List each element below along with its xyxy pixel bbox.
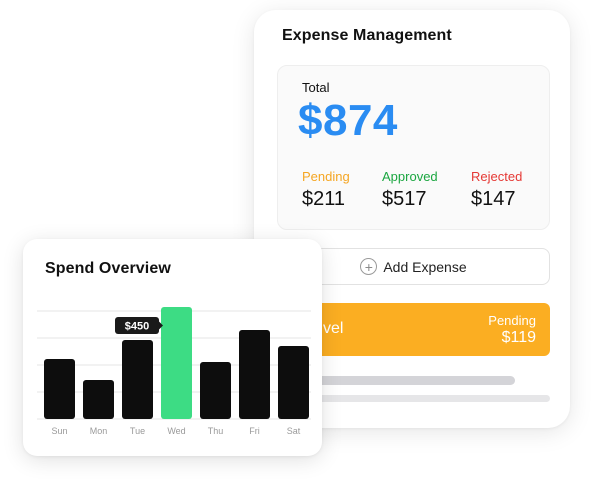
expense-card-title: Expense Management <box>282 27 452 44</box>
approved-label: Approved <box>382 169 438 184</box>
expense-management-card: Expense Management Total $874 Pending $2… <box>254 10 570 428</box>
x-tick-label: Wed <box>167 426 185 436</box>
pending-stat: Pending $211 <box>302 169 350 211</box>
x-tick-label: Tue <box>130 426 145 436</box>
pending-bar-amount: $119 <box>501 329 536 346</box>
bar-wed <box>161 307 192 419</box>
pending-bar-tag: Pending <box>488 313 536 328</box>
bar-sat <box>278 346 309 419</box>
bar-tue <box>122 340 153 419</box>
add-expense-label: Add Expense <box>383 258 467 275</box>
spend-bar-chart: Sun Mon Tue Wed Thu Fri Sat $450 <box>37 307 311 436</box>
spend-card-title: Spend Overview <box>45 260 171 277</box>
rejected-label: Rejected <box>471 169 523 184</box>
x-tick-label: Mon <box>90 426 108 436</box>
skeleton-line <box>277 395 550 402</box>
x-tick-label: Sun <box>51 426 67 436</box>
expense-summary: Total $874 Pending $211 Approved $517 Re… <box>277 65 550 230</box>
bar-sun <box>44 359 75 419</box>
rejected-stat: Rejected $147 <box>471 169 522 211</box>
approved-value: $517 <box>382 188 427 210</box>
bar-mon <box>83 380 114 419</box>
pending-level-banner[interactable]: vel Pending $119 <box>277 303 550 356</box>
spend-overview-card: Spend Overview Sun Mon Tue Wed Thu Fri Sat $450 <box>23 239 322 456</box>
pending-bar-label: vel <box>323 320 344 337</box>
tooltip-box <box>115 317 159 334</box>
add-expense-button[interactable]: + Add Expense <box>277 248 550 285</box>
plus-circle-icon: + <box>360 258 378 275</box>
x-tick-label: Sat <box>287 426 301 436</box>
skeleton-line <box>277 376 515 385</box>
pending-value: $211 <box>302 188 346 210</box>
x-tick-label: Fri <box>249 426 260 436</box>
tooltip-value: $450 <box>125 321 149 333</box>
x-tick-label: Thu <box>208 426 224 436</box>
approved-stat: Approved $517 <box>382 169 438 211</box>
total-label: Total <box>302 80 330 95</box>
bar-thu <box>200 362 231 419</box>
pending-label: Pending <box>302 169 350 184</box>
rejected-value: $147 <box>471 188 516 210</box>
tooltip-pointer <box>159 321 163 330</box>
bar-fri <box>239 330 270 419</box>
total-value: $874 <box>298 96 398 145</box>
